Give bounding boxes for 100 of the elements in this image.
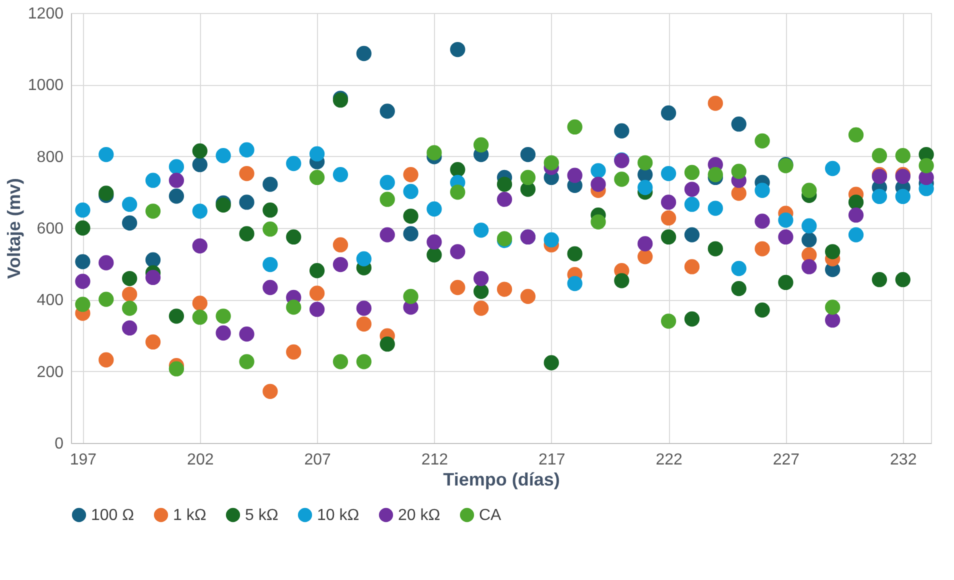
point	[731, 260, 746, 276]
point	[684, 182, 700, 197]
point	[309, 286, 325, 301]
point	[98, 292, 114, 307]
point	[614, 172, 630, 187]
y-tick-label: 1200	[28, 6, 64, 22]
point	[731, 164, 746, 179]
point	[168, 361, 184, 376]
point	[474, 222, 489, 238]
point	[122, 215, 138, 231]
point	[731, 116, 746, 132]
y-tick-label: 800	[36, 148, 64, 166]
point	[802, 259, 817, 274]
point	[403, 208, 418, 224]
point	[168, 188, 184, 204]
point	[824, 300, 840, 315]
point	[872, 272, 888, 288]
x-tick-label: 222	[656, 452, 682, 468]
point	[824, 312, 840, 328]
x-tick-label: 217	[538, 452, 566, 468]
point	[356, 251, 372, 266]
point	[754, 133, 770, 148]
point	[403, 184, 418, 200]
point	[567, 246, 582, 262]
point	[684, 227, 700, 242]
point	[286, 229, 302, 245]
point	[262, 384, 278, 399]
point	[380, 192, 395, 207]
point	[660, 166, 676, 182]
x-tick-label: 212	[421, 452, 448, 468]
point	[544, 155, 559, 170]
point	[168, 159, 184, 174]
point	[426, 145, 442, 160]
point	[168, 172, 184, 188]
point	[286, 300, 302, 315]
point	[590, 214, 606, 230]
point	[544, 232, 559, 248]
point	[708, 241, 723, 256]
point	[309, 302, 325, 317]
point	[544, 355, 559, 370]
point	[380, 227, 395, 242]
point	[356, 300, 372, 316]
point	[332, 354, 348, 370]
y-tick-label: 1000	[28, 77, 64, 94]
legend-label: 10 kΩ	[317, 507, 360, 524]
point	[638, 155, 653, 170]
point	[75, 296, 90, 312]
point	[731, 186, 746, 201]
point	[660, 194, 676, 210]
point	[895, 272, 910, 288]
point	[356, 354, 372, 370]
y-tick-label: 0	[54, 436, 64, 452]
point	[660, 105, 676, 121]
point	[848, 208, 864, 223]
point	[638, 236, 653, 252]
point	[848, 127, 864, 142]
point	[192, 310, 208, 325]
point	[403, 167, 418, 182]
point	[75, 202, 90, 218]
point	[239, 142, 254, 158]
point	[98, 255, 114, 270]
point	[122, 196, 138, 212]
point	[520, 146, 536, 162]
point	[708, 167, 723, 182]
point	[192, 143, 208, 159]
point	[474, 270, 489, 286]
point	[684, 311, 700, 327]
point	[145, 270, 161, 286]
point	[239, 226, 254, 242]
point	[567, 119, 582, 135]
legend-label: CA	[479, 507, 502, 524]
point	[426, 247, 442, 262]
point	[239, 354, 254, 370]
y-axis-title: Voltaje (mv)	[4, 178, 24, 279]
point	[754, 302, 770, 318]
point	[262, 202, 278, 218]
point	[731, 280, 746, 296]
point	[192, 204, 208, 219]
point	[590, 163, 606, 178]
legend-label: 100 Ω	[91, 507, 134, 524]
point	[75, 254, 90, 270]
point	[262, 176, 278, 192]
point	[309, 263, 325, 278]
point	[802, 232, 817, 248]
point	[450, 244, 466, 260]
point	[122, 286, 138, 302]
point	[474, 284, 489, 299]
point	[332, 167, 348, 182]
point	[567, 276, 582, 292]
point	[474, 137, 489, 152]
point	[638, 249, 653, 264]
point	[122, 320, 138, 336]
point	[684, 259, 700, 274]
point	[778, 212, 794, 228]
point	[520, 288, 536, 304]
point	[754, 182, 770, 198]
point	[262, 280, 278, 296]
point	[239, 166, 254, 182]
point	[567, 168, 582, 183]
point	[332, 256, 348, 272]
